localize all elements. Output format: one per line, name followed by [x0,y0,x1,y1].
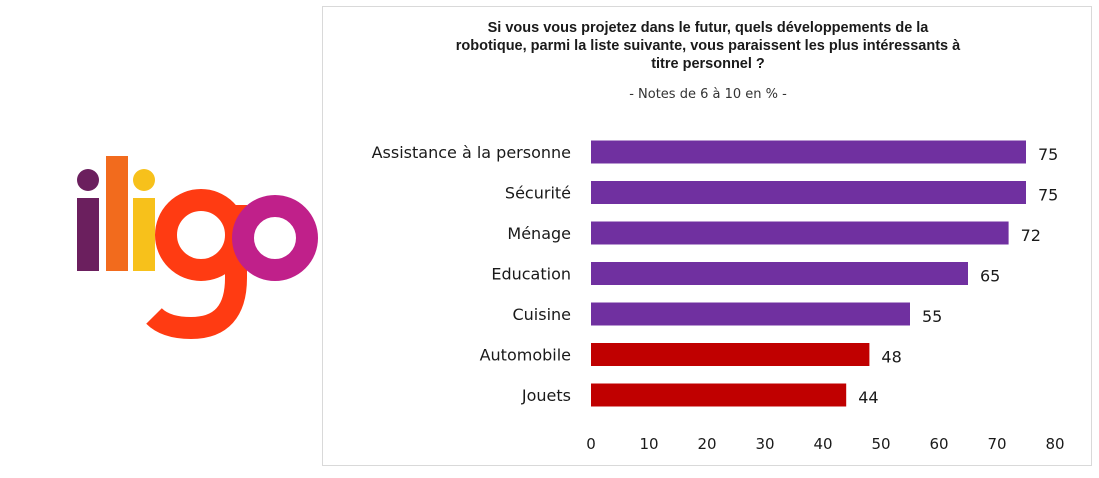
category-label-0: Assistance à la personne [372,143,571,162]
x-tick-label-2: 20 [697,435,716,453]
category-label-3: Education [491,265,571,284]
x-tick-label-1: 10 [639,435,658,453]
bar-1 [591,181,1026,204]
iligo-logo: iligo [70,150,320,340]
x-tick-label-7: 70 [987,435,1006,453]
chart-title-line-2: robotique, parmi la liste suivante, vous… [455,38,961,54]
value-label-3: 65 [980,267,1000,286]
category-label-4: Cuisine [512,305,571,324]
iligo-logo-graphic [77,156,318,340]
value-label-5: 48 [881,348,901,367]
value-label-0: 75 [1038,145,1058,164]
chart-title-line-3: titre personnel ? [651,56,765,72]
bar-0 [591,140,1026,164]
bar-3 [591,262,968,285]
bar-2 [591,221,1009,245]
category-label-1: Sécurité [505,184,571,203]
x-tick-label-4: 40 [813,435,832,453]
x-tick-label-3: 30 [755,435,774,453]
bar-chart: Assistance à la personne 75 Sécurité 75 Ména… [372,140,1065,453]
bar-5 [591,343,870,366]
x-tick-label-0: 0 [586,435,596,453]
x-tick-label-6: 60 [929,435,948,453]
category-label-5: Automobile [480,346,571,365]
category-label-2: Ménage [507,224,571,243]
chart-frame: Si vous vous projetez dans le futur, que… [322,6,1092,466]
value-label-6: 44 [858,388,878,407]
x-tick-label-5: 50 [871,435,890,453]
value-label-1: 75 [1038,186,1058,205]
chart-subtitle: - Notes de 6 à 10 en % - [629,87,787,102]
category-label-6: Jouets [521,386,571,405]
bar-6 [591,383,847,407]
bar-4 [591,302,910,326]
value-label-2: 72 [1021,226,1041,245]
value-label-4: 55 [922,307,942,326]
chart-title: Si vous vous projetez dans le futur, que… [383,19,1033,73]
x-tick-label-8: 80 [1045,435,1064,453]
chart-title-line-1: Si vous vous projetez dans le futur, que… [487,20,929,36]
